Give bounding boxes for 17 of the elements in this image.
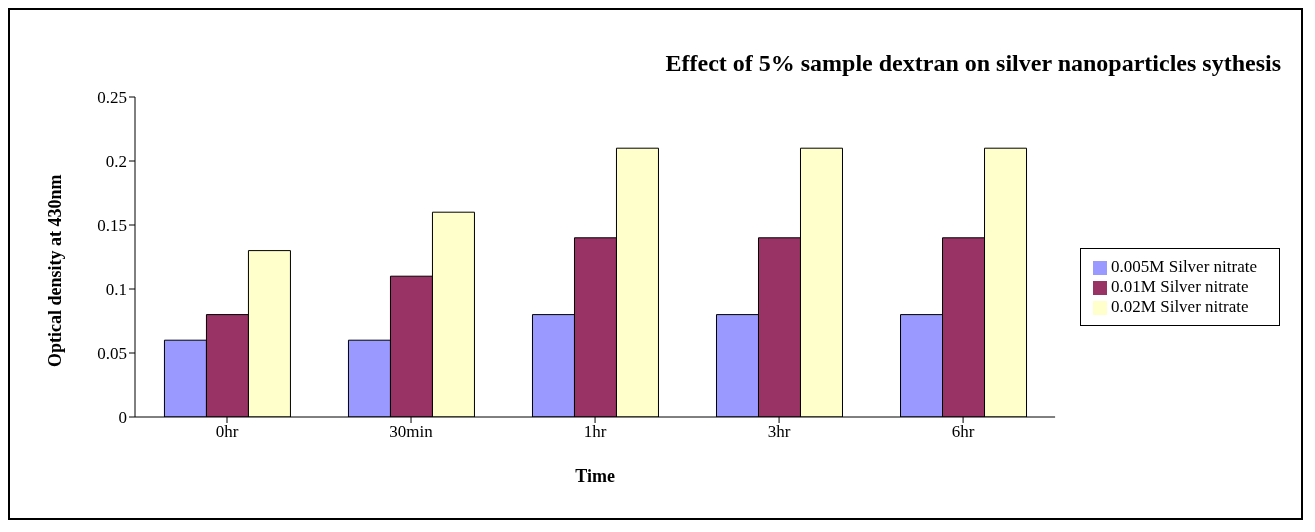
x-tick-label: 6hr (951, 422, 975, 442)
legend-label: 0.005M Silver nitrate (1111, 257, 1257, 276)
x-tick-label: 30min (389, 422, 434, 442)
x-axis-title: Time (575, 466, 615, 486)
x-tick-label: 0hr (215, 422, 239, 442)
y-tick-label: 0.05 (97, 344, 127, 364)
legend-label: 0.02M Silver nitrate (1111, 297, 1249, 316)
y-tick-label: 0.25 (97, 88, 127, 108)
legend-label: 0.01M Silver nitrate (1111, 277, 1249, 296)
chart-title: Effect of 5% sample dextran on silver nanoparticles sythesis (664, 50, 1282, 77)
x-tick-label: 1hr (583, 422, 607, 442)
y-tick-label: 0.15 (97, 216, 127, 236)
x-tick-label: 3hr (767, 422, 791, 442)
y-tick-label: 0 (118, 408, 127, 428)
y-tick-label: 0.1 (105, 280, 127, 300)
y-tick-label: 0.2 (105, 152, 127, 172)
y-axis-title: Optical density at 430nm (45, 174, 66, 367)
